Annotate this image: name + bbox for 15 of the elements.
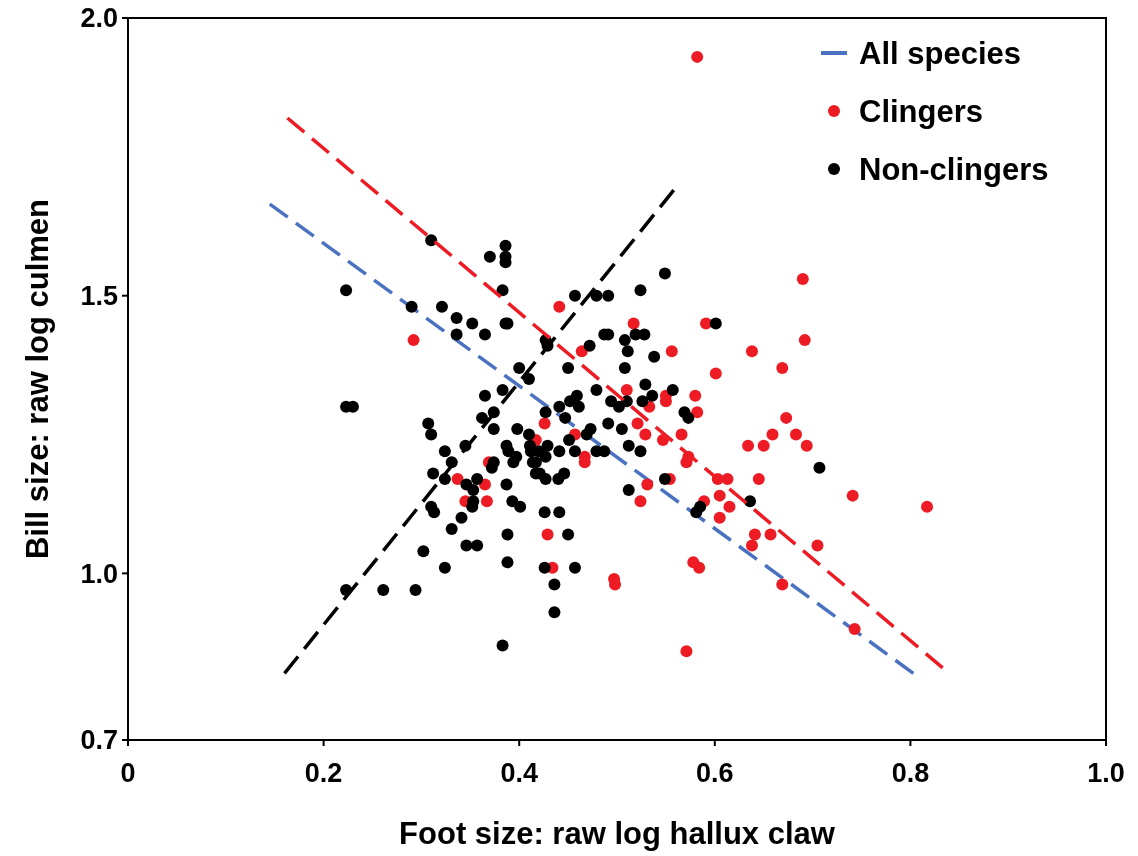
y-axis-title: Bill size: raw log culmen: [20, 198, 55, 560]
x-tick-label: 0.6: [696, 758, 734, 788]
y-tick-label: 0.7: [80, 725, 118, 756]
legend-label: Non-clingers: [859, 151, 1049, 187]
legend-label: Clingers: [859, 93, 984, 129]
y-tick-label: 2.0: [80, 3, 118, 34]
x-tick-label: 0.8: [891, 758, 930, 788]
y-tick-label: 1.0: [80, 558, 118, 589]
y-tick-label: 1.5: [80, 281, 118, 312]
x-tick-label: 1.0: [1087, 758, 1125, 788]
x-axis-title: Foot size: raw log hallux claw: [399, 816, 836, 851]
legend-label: All species: [859, 35, 1021, 71]
x-tick-label: 0.4: [500, 758, 538, 788]
x-tick-label: 0: [120, 758, 136, 788]
x-tick-label: 0.2: [304, 758, 343, 788]
